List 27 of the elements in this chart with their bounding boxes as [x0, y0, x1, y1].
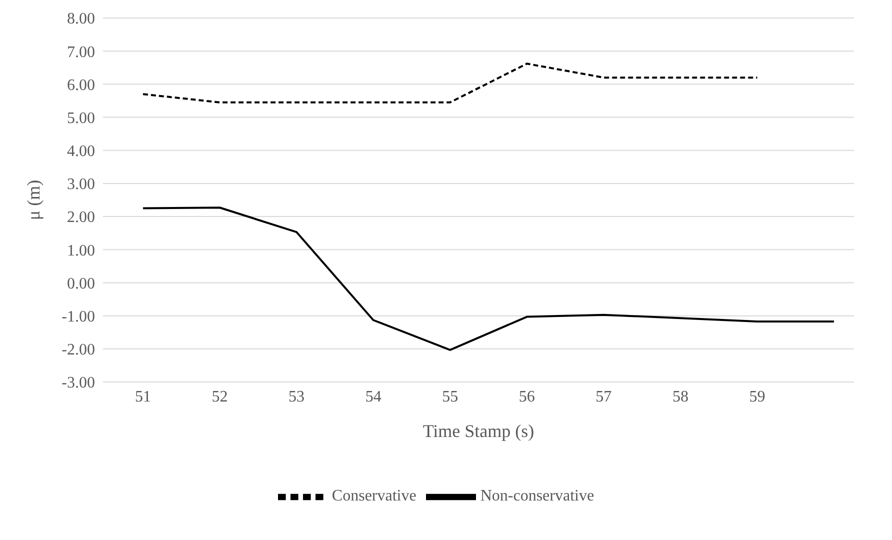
x-tick-label: 55: [442, 388, 458, 406]
y-tick-label: -2.00: [62, 342, 95, 359]
y-tick-label: 0.00: [67, 275, 95, 292]
y-tick-label: 2.00: [67, 209, 95, 226]
line-series: [142, 62, 758, 104]
legend-label: Conservative: [332, 488, 416, 505]
x-tick-label: 51: [135, 388, 151, 406]
y-tick-label: 8.00: [67, 10, 95, 28]
x-tick-label: 59: [749, 388, 766, 406]
legend-label: Non-conservative: [480, 488, 594, 505]
y-tick-label: 4.00: [67, 143, 95, 160]
y-tick-label: 6.00: [67, 76, 95, 94]
x-tick-label: 57: [596, 388, 612, 406]
x-tick-label: 52: [212, 388, 228, 406]
x-axis-title: Time Stamp (s): [422, 421, 534, 441]
x-tick-label: 54: [365, 388, 382, 406]
y-tick-label: 1.00: [67, 242, 95, 260]
x-tick-label: 56: [518, 388, 535, 406]
y-tick-label: 3.00: [67, 176, 95, 194]
x-tick-label: 58: [672, 388, 688, 406]
y-axis-title: μ (m): [23, 180, 44, 220]
y-tick-label: 7.00: [67, 44, 95, 61]
y-tick-label: -1.00: [62, 308, 95, 326]
line-series: [142, 206, 835, 351]
y-tick-label: 5.00: [67, 110, 95, 127]
x-tick-label: 53: [288, 388, 305, 406]
y-tick-label: -3.00: [62, 374, 95, 392]
